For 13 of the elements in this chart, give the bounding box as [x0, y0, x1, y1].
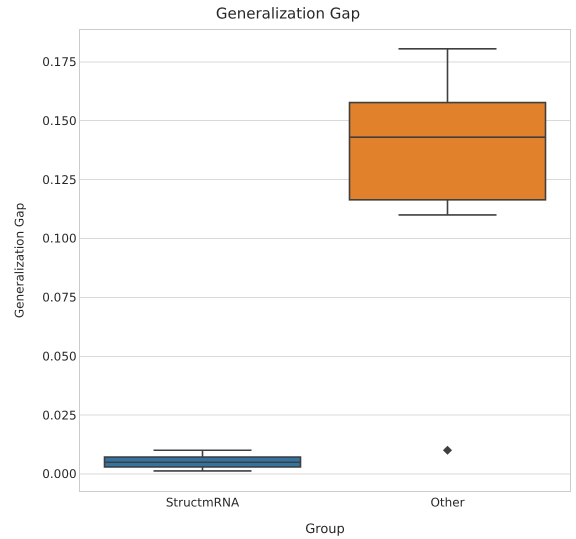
y-tick-label: 0.125	[42, 172, 77, 187]
x-axis-title: Group	[305, 522, 345, 537]
y-tick-label: 0.000	[42, 467, 77, 482]
y-tick-label: 0.100	[42, 232, 77, 246]
x-tick-label: StructmRNA	[166, 495, 240, 510]
x-tick-label: Other	[430, 495, 465, 510]
y-tick-label: 0.050	[42, 349, 77, 364]
chart-title: Generalization Gap	[216, 4, 360, 23]
y-tick-label: 0.175	[42, 55, 77, 69]
y-axis-title: Generalization Gap	[12, 202, 27, 318]
y-tick-label: 0.025	[42, 408, 77, 422]
y-tick-label: 0.150	[42, 114, 77, 128]
y-tick-label: 0.075	[42, 290, 77, 305]
